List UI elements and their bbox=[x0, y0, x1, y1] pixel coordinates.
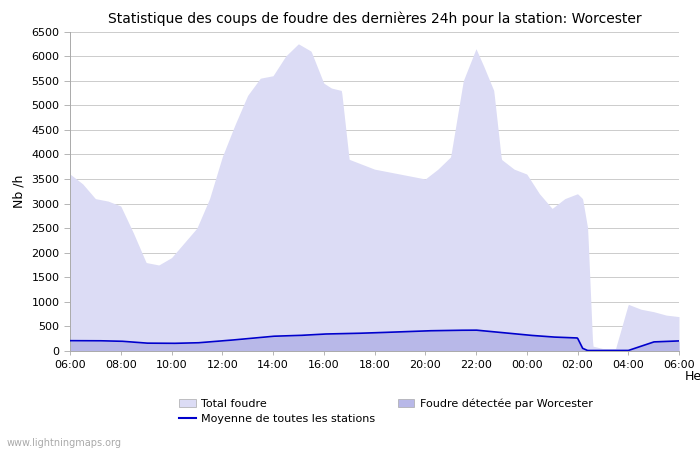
Text: www.lightningmaps.org: www.lightningmaps.org bbox=[7, 438, 122, 448]
Title: Statistique des coups de foudre des dernières 24h pour la station: Worcester: Statistique des coups de foudre des dern… bbox=[108, 12, 641, 26]
Text: Heure: Heure bbox=[685, 370, 700, 383]
Legend: Total foudre, Moyenne de toutes les stations, Foudre détectée par Worcester: Total foudre, Moyenne de toutes les stat… bbox=[179, 398, 593, 424]
Y-axis label: Nb /h: Nb /h bbox=[13, 175, 26, 208]
